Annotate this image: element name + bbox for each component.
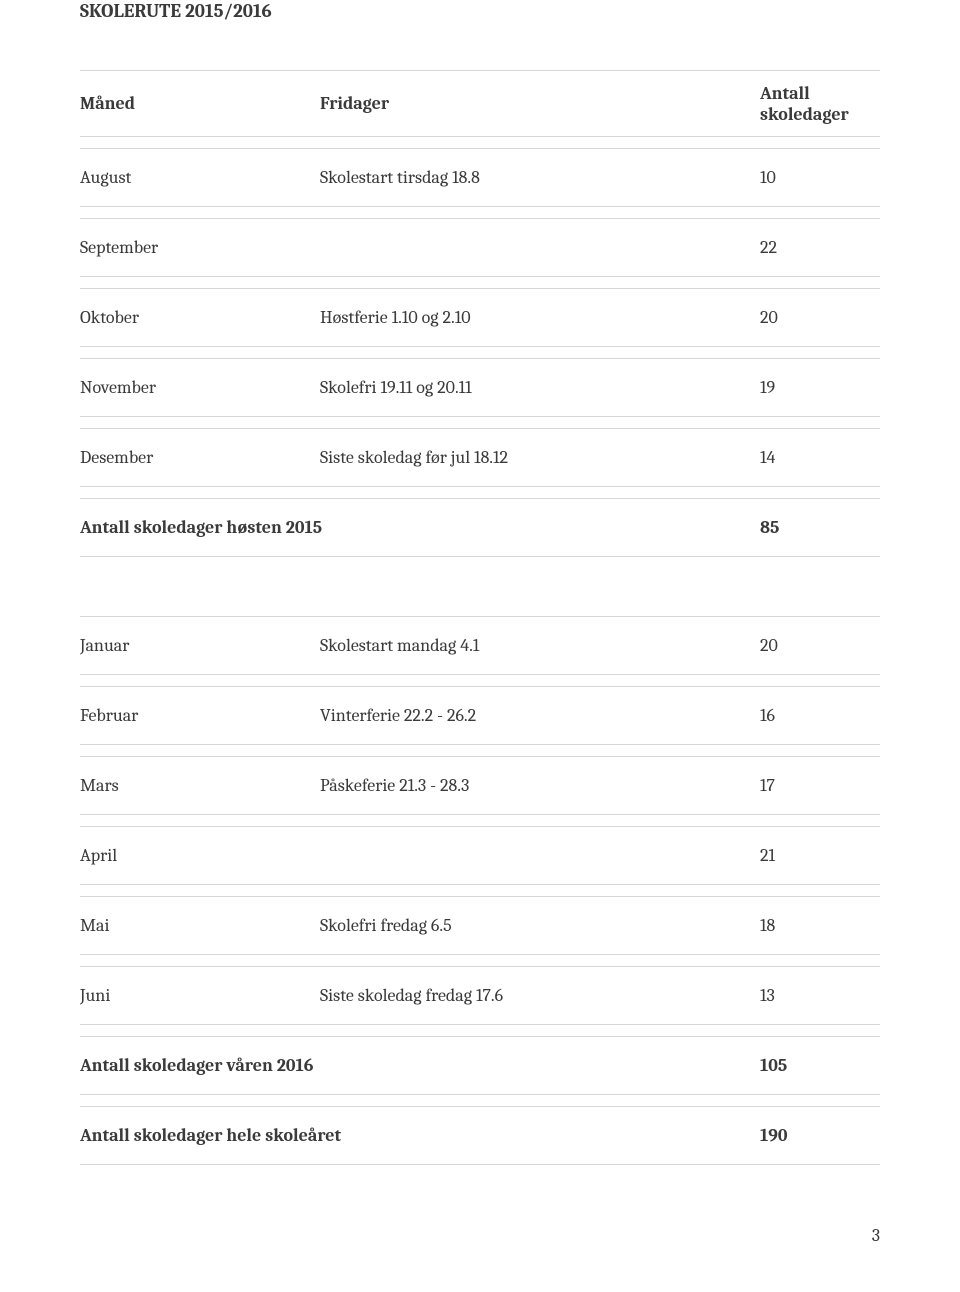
- month-cell: Januar: [80, 629, 320, 663]
- days-cell: 14: [760, 441, 880, 475]
- desc-cell: Skolefri 19.11 og 20.11: [320, 371, 760, 405]
- days-cell: 19: [760, 371, 880, 405]
- desc-cell: Skolefri fredag 6.5: [320, 909, 760, 943]
- schedule-table: Måned Fridager Antall skoledager August …: [80, 70, 880, 1165]
- header-days: Antall skoledager: [760, 83, 880, 125]
- subtotal-fall-days: 85: [760, 511, 880, 545]
- header-desc: Fridager: [320, 83, 760, 125]
- subtotal-spring-days: 105: [760, 1049, 880, 1083]
- subtotal-spring-label: Antall skoledager våren 2016: [80, 1049, 760, 1083]
- month-cell: August: [80, 161, 320, 195]
- days-cell: 10: [760, 161, 880, 195]
- days-cell: 17: [760, 769, 880, 803]
- days-cell: 21: [760, 839, 880, 873]
- grand-total-label: Antall skoledager hele skoleåret: [80, 1119, 760, 1153]
- desc-cell: Høstferie 1.10 og 2.10: [320, 301, 760, 335]
- month-cell: Desember: [80, 441, 320, 475]
- desc-cell: [320, 231, 760, 265]
- days-cell: 13: [760, 979, 880, 1013]
- month-cell: November: [80, 371, 320, 405]
- month-cell: September: [80, 231, 320, 265]
- desc-cell: [320, 839, 760, 873]
- desc-cell: Skolestart mandag 4.1: [320, 629, 760, 663]
- days-cell: 18: [760, 909, 880, 943]
- month-cell: Mai: [80, 909, 320, 943]
- subtotal-fall-label: Antall skoledager høsten 2015: [80, 511, 760, 545]
- days-cell: 16: [760, 699, 880, 733]
- desc-cell: Vinterferie 22.2 - 26.2: [320, 699, 760, 733]
- desc-cell: Siste skoledag før jul 18.12: [320, 441, 760, 475]
- header-month: Måned: [80, 83, 320, 125]
- days-cell: 22: [760, 231, 880, 265]
- page-title: SKOLERUTE 2015/2016: [80, 0, 880, 22]
- days-cell: 20: [760, 301, 880, 335]
- desc-cell: Skolestart tirsdag 18.8: [320, 161, 760, 195]
- page-number: 3: [0, 1205, 960, 1246]
- month-cell: Oktober: [80, 301, 320, 335]
- grand-total-days: 190: [760, 1119, 880, 1153]
- month-cell: Februar: [80, 699, 320, 733]
- month-cell: Mars: [80, 769, 320, 803]
- desc-cell: Siste skoledag fredag 17.6: [320, 979, 760, 1013]
- month-cell: Juni: [80, 979, 320, 1013]
- days-cell: 20: [760, 629, 880, 663]
- month-cell: April: [80, 839, 320, 873]
- desc-cell: Påskeferie 21.3 - 28.3: [320, 769, 760, 803]
